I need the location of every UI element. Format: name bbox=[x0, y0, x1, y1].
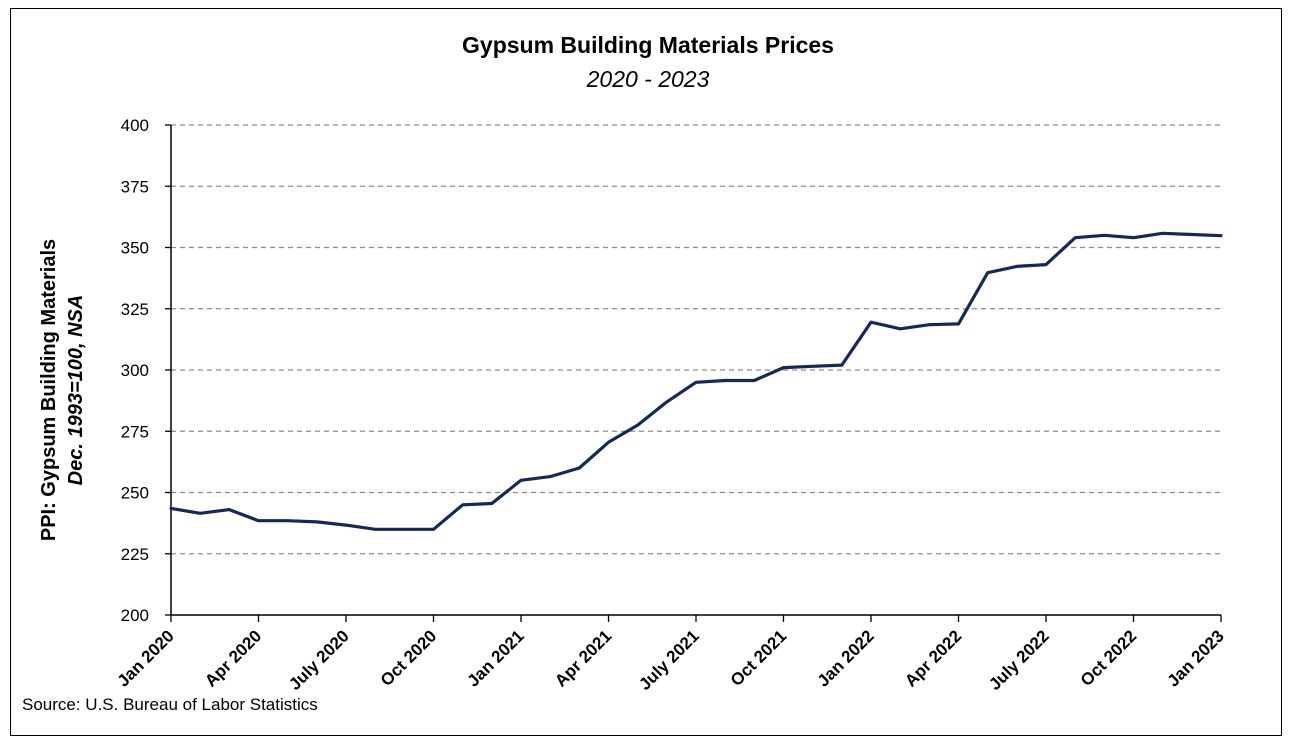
y-axis-label-units: Dec. 1993=100, NSA bbox=[65, 295, 87, 486]
source-note: Source: U.S. Bureau of Labor Statistics bbox=[22, 695, 318, 714]
x-tick-label: Jan 2022 bbox=[814, 626, 878, 690]
x-tick-label: July 2021 bbox=[635, 626, 703, 694]
y-tick-label: 200 bbox=[121, 606, 149, 625]
x-tick-label: Apr 2020 bbox=[201, 626, 265, 690]
x-tick-label: July 2022 bbox=[985, 626, 1053, 694]
series-line bbox=[169, 231, 1223, 531]
x-tick-label: Apr 2021 bbox=[551, 626, 615, 690]
y-axis-label: PPI: Gypsum Building Materials bbox=[38, 239, 60, 541]
y-tick-label: 350 bbox=[121, 239, 149, 258]
y-tick-label: 275 bbox=[121, 422, 149, 441]
x-tick-label: Oct 2021 bbox=[727, 626, 791, 690]
y-tick-label: 250 bbox=[121, 484, 149, 503]
x-tick-labels: Jan 2020 Apr 2020 July 2020 Oct 2020 Jan 202… bbox=[114, 626, 1228, 694]
y-tick-label: 325 bbox=[121, 300, 149, 319]
y-tick-label: 400 bbox=[121, 116, 149, 135]
x-tick-label: Jan 2020 bbox=[114, 626, 178, 690]
series-layer bbox=[169, 231, 1223, 531]
x-tick-label: Apr 2022 bbox=[901, 626, 965, 690]
x-tick-label: Jan 2023 bbox=[1164, 626, 1228, 690]
chart-subtitle: 2020 - 2023 bbox=[586, 66, 710, 92]
x-tick-label: Oct 2022 bbox=[1077, 626, 1141, 690]
y-tick-labels: 200 225 250 275 300 325 350 375 400 bbox=[121, 116, 149, 625]
y-tick-label: 375 bbox=[121, 177, 149, 196]
gridlines bbox=[171, 124, 1221, 555]
axes bbox=[165, 124, 1222, 622]
x-tick-label: Oct 2020 bbox=[377, 626, 441, 690]
y-tick-label: 300 bbox=[121, 361, 149, 380]
x-tick-label: Jan 2021 bbox=[464, 626, 528, 690]
x-tick-label: July 2020 bbox=[285, 626, 353, 694]
chart-title: Gypsum Building Materials Prices bbox=[462, 32, 834, 58]
y-tick-label: 225 bbox=[121, 545, 149, 564]
